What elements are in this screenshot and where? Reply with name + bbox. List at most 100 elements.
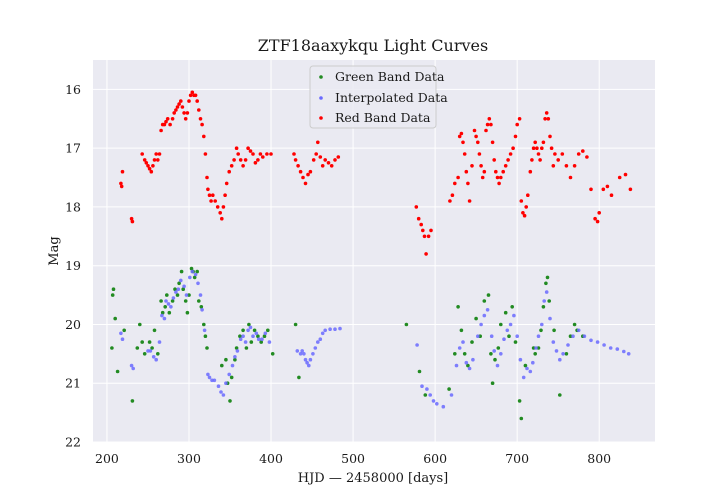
data-point [163, 305, 167, 309]
data-point [129, 363, 134, 368]
data-point [533, 140, 537, 145]
data-point [336, 155, 341, 159]
data-point [149, 169, 154, 174]
data-point [258, 152, 263, 156]
data-point [589, 338, 593, 343]
data-point [551, 164, 556, 168]
data-point [318, 337, 323, 342]
data-point [623, 172, 628, 177]
data-point [404, 322, 409, 327]
data-point [508, 322, 513, 327]
data-point [192, 275, 197, 280]
data-point [471, 357, 475, 362]
data-point [464, 169, 469, 174]
x-tick-label: 200 [95, 451, 119, 466]
data-point [122, 328, 126, 333]
data-point [113, 316, 117, 321]
data-point [236, 152, 240, 156]
data-point [485, 308, 490, 312]
data-point [489, 334, 494, 339]
data-point [524, 205, 528, 209]
data-point [179, 99, 183, 103]
data-point [115, 369, 120, 374]
data-point [172, 111, 176, 115]
data-point [227, 372, 231, 377]
data-point [193, 93, 198, 98]
data-point [154, 357, 158, 362]
data-point [308, 169, 313, 174]
data-point [119, 181, 123, 186]
data-point [183, 117, 188, 121]
data-point [494, 169, 498, 174]
data-point [183, 299, 188, 303]
data-point [479, 322, 483, 327]
y-axis-label: Mag [47, 236, 62, 265]
legend-label-green: Green Band Data [335, 69, 445, 84]
data-point [512, 313, 516, 318]
data-point [130, 399, 135, 403]
data-point [320, 164, 325, 168]
data-point [203, 152, 208, 156]
data-point [179, 269, 184, 274]
data-point [328, 327, 332, 332]
data-point [195, 269, 199, 274]
data-point [515, 334, 519, 339]
data-point [474, 316, 478, 321]
data-point [521, 211, 525, 215]
data-point [206, 372, 210, 377]
data-point [593, 216, 597, 221]
legend: Green Band Data Interpolated Data Red Ba… [309, 65, 448, 129]
data-point [168, 122, 172, 127]
data-point [513, 340, 518, 344]
data-point [224, 381, 228, 386]
data-point [564, 352, 569, 356]
data-point [232, 158, 236, 162]
data-point [462, 352, 467, 356]
data-point [420, 384, 424, 389]
data-point [198, 293, 203, 297]
data-point [326, 161, 331, 165]
x-axis-label: HJD — 2458000 [days] [298, 471, 449, 486]
data-point [166, 302, 171, 306]
data-point [490, 381, 495, 386]
legend-label-interpolated: Interpolated Data [335, 90, 448, 105]
data-point [492, 349, 497, 353]
data-point [220, 363, 224, 368]
data-point [431, 399, 436, 403]
data-point [441, 404, 446, 409]
data-point [234, 146, 239, 150]
data-point [482, 313, 487, 318]
data-point [507, 334, 511, 339]
data-point [259, 340, 264, 344]
data-point [303, 181, 308, 186]
data-point [417, 369, 422, 374]
data-point [484, 128, 488, 133]
data-point [457, 346, 462, 350]
data-point [306, 172, 310, 177]
data-point [223, 193, 227, 197]
data-point [212, 378, 217, 383]
data-point [456, 305, 460, 309]
data-point [316, 340, 320, 344]
data-point [138, 322, 142, 327]
legend-label-red: Red Band Data [335, 110, 431, 125]
data-point [538, 158, 542, 162]
data-point [152, 328, 157, 333]
y-tick-label: 18 [65, 199, 81, 214]
data-point [241, 164, 245, 168]
data-point [561, 352, 565, 356]
data-point [467, 366, 472, 371]
x-tick-label: 700 [505, 451, 529, 466]
x-tick-label: 800 [587, 451, 611, 466]
data-point [540, 146, 544, 150]
data-point [188, 275, 192, 280]
data-point [576, 152, 581, 156]
data-point [180, 105, 185, 109]
data-point [120, 337, 125, 342]
data-point [454, 363, 459, 368]
data-point [517, 399, 522, 403]
data-point [171, 296, 176, 300]
data-point [247, 322, 251, 327]
data-point [493, 357, 497, 362]
